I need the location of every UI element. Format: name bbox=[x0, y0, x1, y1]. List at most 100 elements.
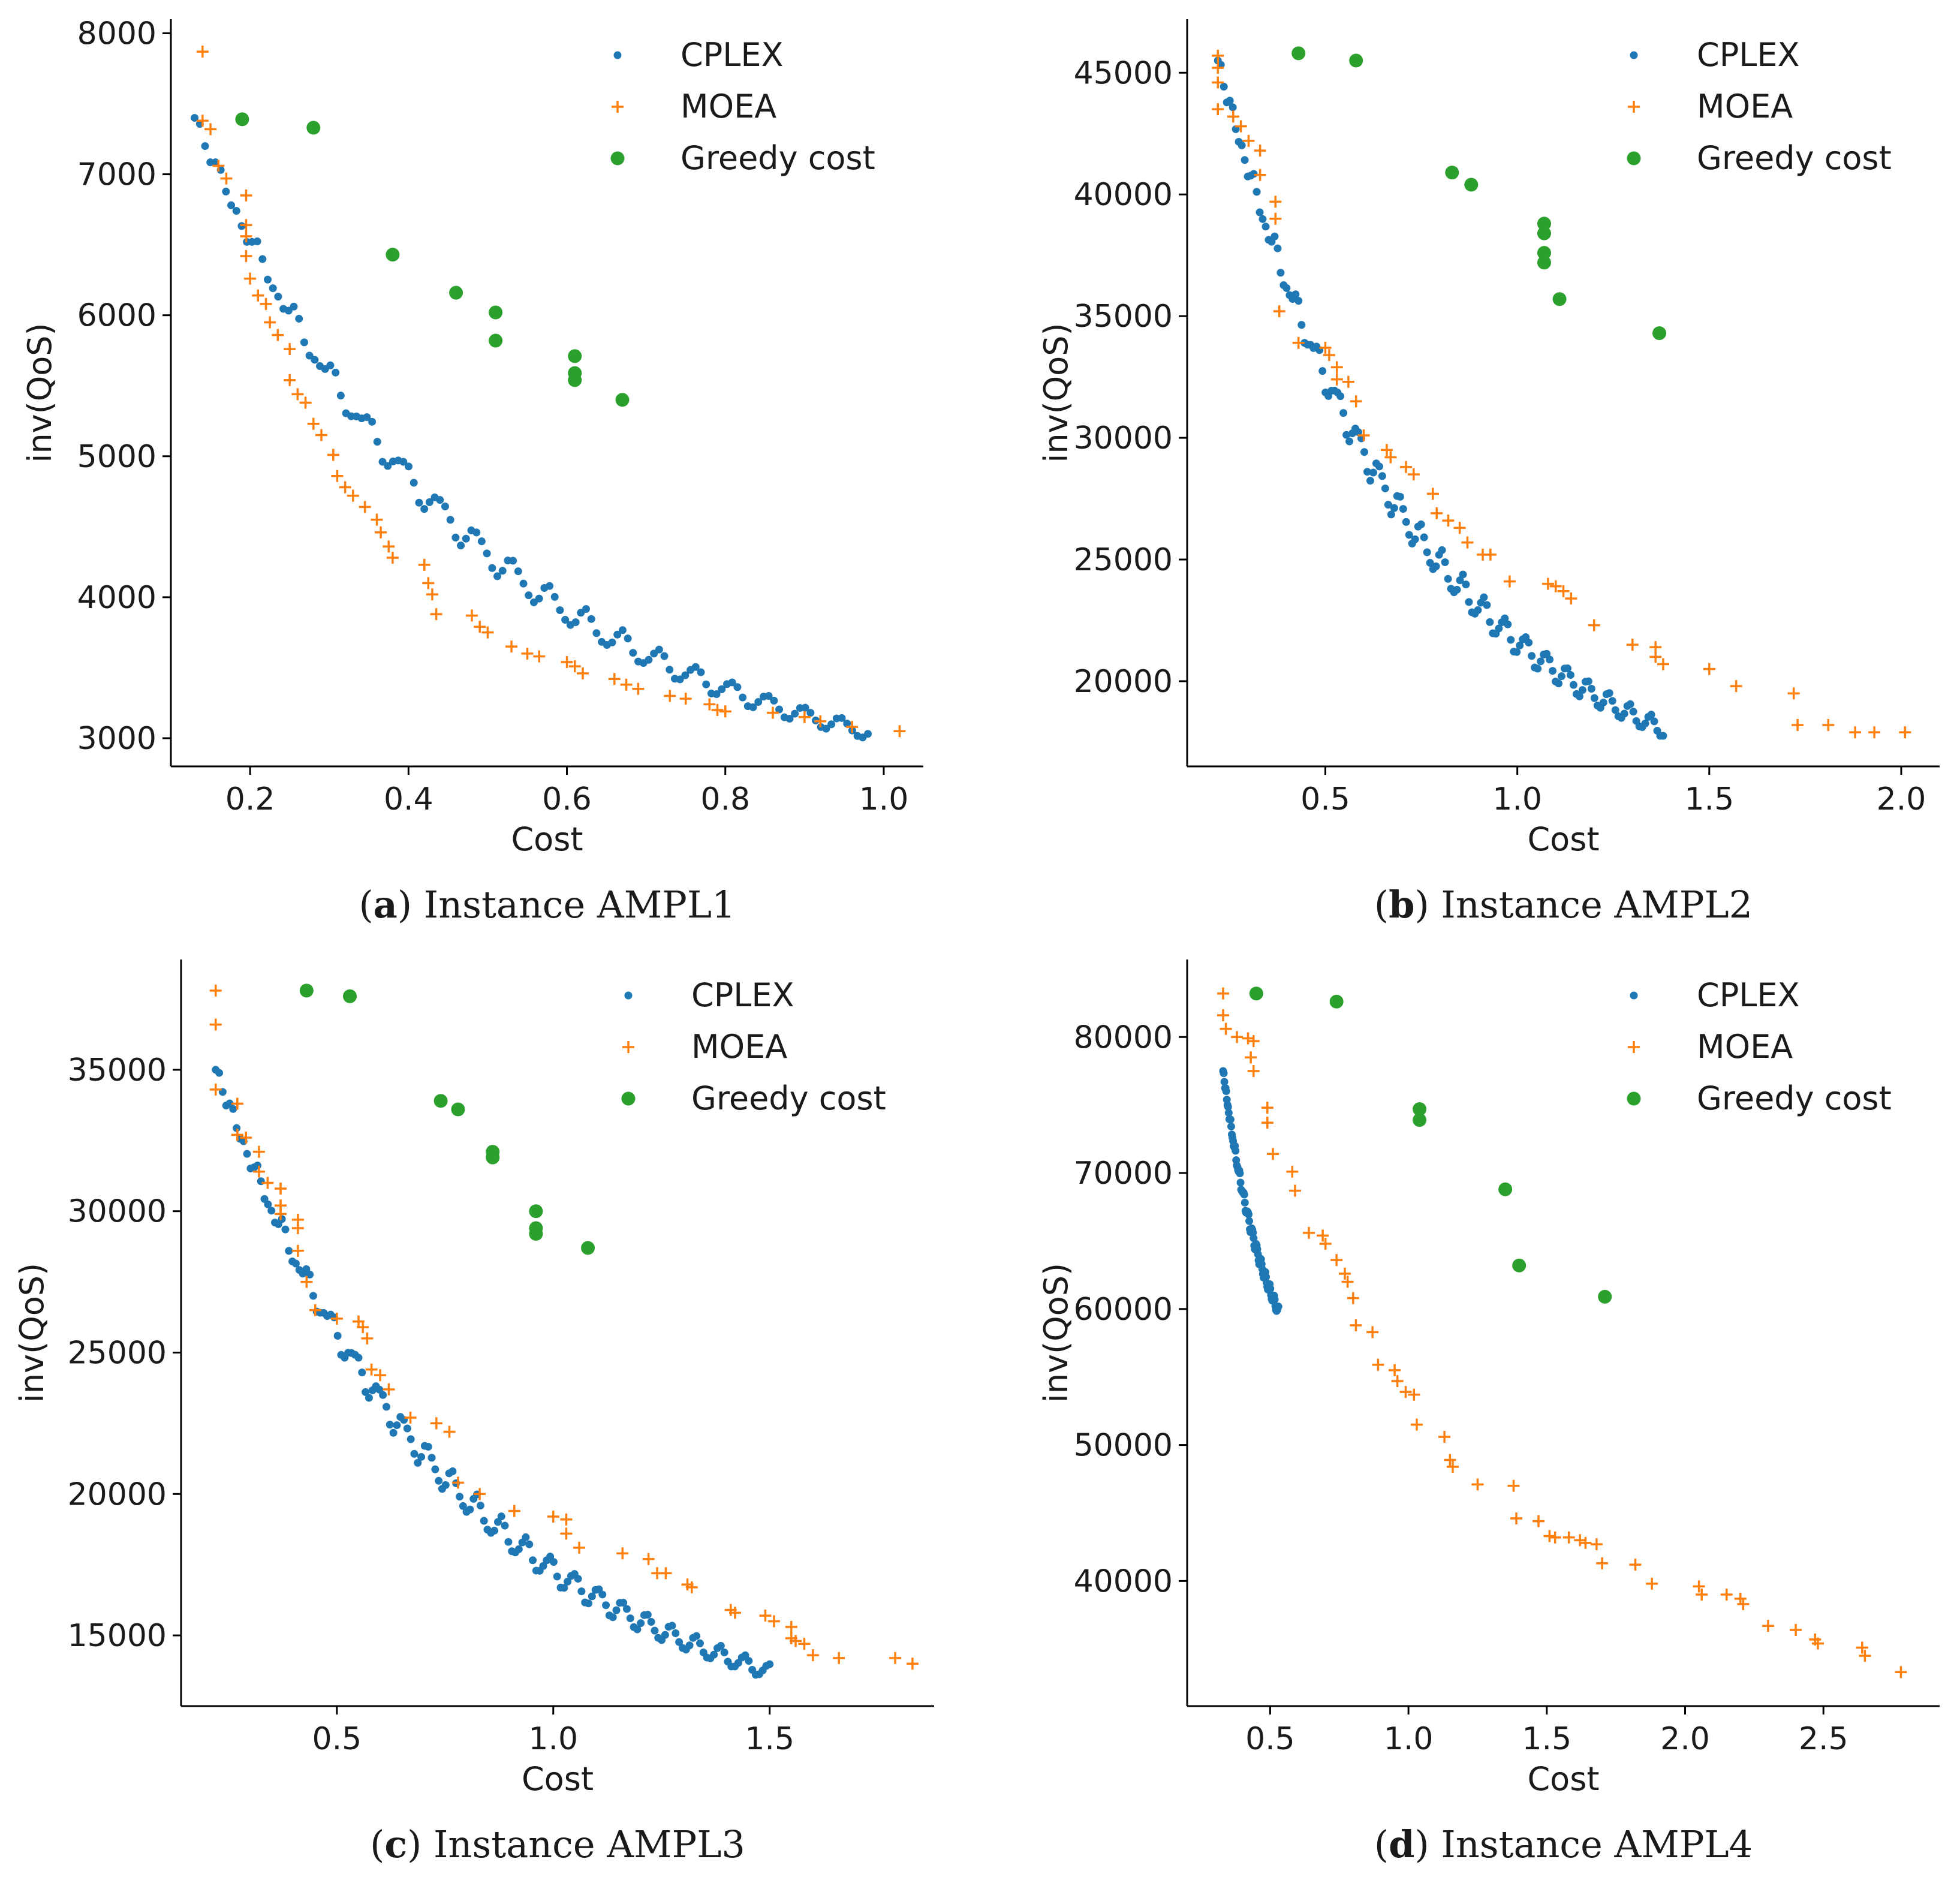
legend: CPLEX MOEA Greedy cost bbox=[1627, 36, 1892, 177]
cplex-point bbox=[1650, 717, 1658, 726]
cplex-point bbox=[696, 1639, 704, 1647]
cplex-point bbox=[633, 1625, 642, 1634]
moea-point bbox=[798, 1638, 811, 1650]
legend-label: MOEA bbox=[1697, 88, 1793, 125]
caption-letter: d bbox=[1389, 1822, 1414, 1866]
cplex-point bbox=[490, 1526, 499, 1535]
moea-point bbox=[1341, 1276, 1354, 1288]
cplex-point bbox=[672, 1629, 680, 1637]
moea-point bbox=[1790, 1624, 1802, 1637]
y-tick-label: 20000 bbox=[1074, 664, 1173, 700]
cplex-point bbox=[693, 1632, 701, 1640]
cplex-point bbox=[588, 1592, 596, 1601]
cplex-point bbox=[509, 557, 517, 565]
cplex-point bbox=[624, 634, 632, 643]
moea-point bbox=[1212, 62, 1224, 74]
cplex-point bbox=[378, 458, 387, 466]
cplex-point bbox=[612, 1606, 621, 1614]
moea-point bbox=[1391, 1375, 1404, 1388]
cplex-point bbox=[1236, 1178, 1245, 1187]
cplex-point bbox=[1396, 492, 1404, 501]
cplex-point bbox=[1465, 598, 1473, 606]
legend-item: CPLEX bbox=[1630, 976, 1799, 1014]
cplex-point bbox=[1226, 1115, 1235, 1124]
cplex-point bbox=[1342, 431, 1351, 439]
cplex-point bbox=[459, 1502, 467, 1510]
legend-item: CPLEX bbox=[1630, 36, 1799, 74]
moea-point bbox=[309, 1304, 321, 1316]
moea-point bbox=[430, 1417, 442, 1430]
x-tick-label: 1.0 bbox=[528, 1721, 578, 1757]
legend-item: Greedy cost bbox=[1627, 1079, 1892, 1117]
cplex-point bbox=[243, 1150, 251, 1158]
moea-point bbox=[330, 1312, 343, 1325]
cplex-point bbox=[420, 505, 429, 513]
cplex-point bbox=[1501, 614, 1509, 622]
cplex-point bbox=[602, 1601, 610, 1610]
greedy-point bbox=[386, 248, 400, 262]
cplex-point bbox=[716, 1642, 725, 1650]
moea-point bbox=[1549, 1531, 1561, 1544]
cplex-point bbox=[368, 417, 377, 426]
cplex-point bbox=[415, 498, 423, 507]
cplex-point bbox=[1240, 1190, 1248, 1199]
cplex-point bbox=[1244, 1210, 1253, 1219]
moea-point bbox=[906, 1658, 919, 1670]
cplex-point bbox=[295, 314, 303, 323]
x-tick-label: 0.5 bbox=[312, 1721, 362, 1757]
cplex-point bbox=[553, 1572, 561, 1581]
greedy-point bbox=[615, 393, 630, 407]
cplex-point bbox=[710, 1650, 718, 1659]
cplex-point bbox=[263, 275, 272, 284]
cplex-point bbox=[267, 1207, 276, 1215]
cplex-point bbox=[1420, 533, 1428, 542]
moea-point bbox=[1350, 395, 1362, 408]
cplex-point bbox=[549, 1558, 558, 1566]
moea-point bbox=[212, 160, 225, 172]
caption-text: Instance AMPL1 bbox=[412, 883, 735, 927]
moea-point bbox=[264, 316, 276, 329]
moea-point bbox=[252, 1145, 265, 1158]
legend-item: MOEA bbox=[612, 88, 776, 125]
moea-point bbox=[1330, 1254, 1343, 1267]
moea-point bbox=[785, 1620, 797, 1633]
moea-point bbox=[1442, 515, 1455, 527]
cplex-point bbox=[546, 582, 554, 590]
cplex-point bbox=[382, 1403, 390, 1411]
moea-point bbox=[1212, 103, 1224, 116]
cplex-point bbox=[1575, 692, 1583, 700]
cplex-point bbox=[291, 1259, 300, 1268]
moea-point bbox=[1254, 169, 1266, 181]
cplex-point bbox=[1229, 103, 1237, 112]
cplex-point bbox=[215, 1069, 224, 1077]
moea-point bbox=[284, 343, 296, 356]
cplex-point bbox=[407, 1435, 415, 1443]
cplex-point bbox=[1483, 601, 1491, 609]
subfigure-caption: (c) Instance AMPL3 bbox=[370, 1822, 745, 1866]
cplex-point bbox=[466, 1505, 474, 1514]
cplex-point bbox=[1220, 82, 1228, 91]
cplex-point bbox=[685, 1641, 694, 1650]
cplex-point bbox=[561, 616, 570, 624]
legend-item: CPLEX bbox=[624, 976, 794, 1014]
moea-point bbox=[240, 1132, 252, 1144]
cplex-point bbox=[681, 671, 690, 679]
moea-point bbox=[1562, 1531, 1575, 1544]
moea-point bbox=[632, 682, 645, 695]
moea-point bbox=[426, 588, 438, 601]
cplex-point bbox=[405, 462, 413, 471]
moea-point bbox=[560, 1527, 573, 1540]
cplex-point bbox=[1256, 208, 1264, 216]
moea-point bbox=[1557, 585, 1570, 597]
legend-marker bbox=[1627, 151, 1641, 166]
y-tick-label: 40000 bbox=[1074, 1563, 1173, 1599]
cplex-point bbox=[1513, 648, 1521, 656]
cplex-point bbox=[441, 502, 449, 510]
cplex-point bbox=[336, 392, 345, 400]
moea-point bbox=[466, 609, 478, 622]
greedy-point bbox=[529, 1204, 543, 1219]
moea-point bbox=[1453, 522, 1466, 534]
moea-point bbox=[521, 647, 534, 660]
cplex-point bbox=[362, 1388, 370, 1396]
legend-marker bbox=[622, 1041, 634, 1053]
